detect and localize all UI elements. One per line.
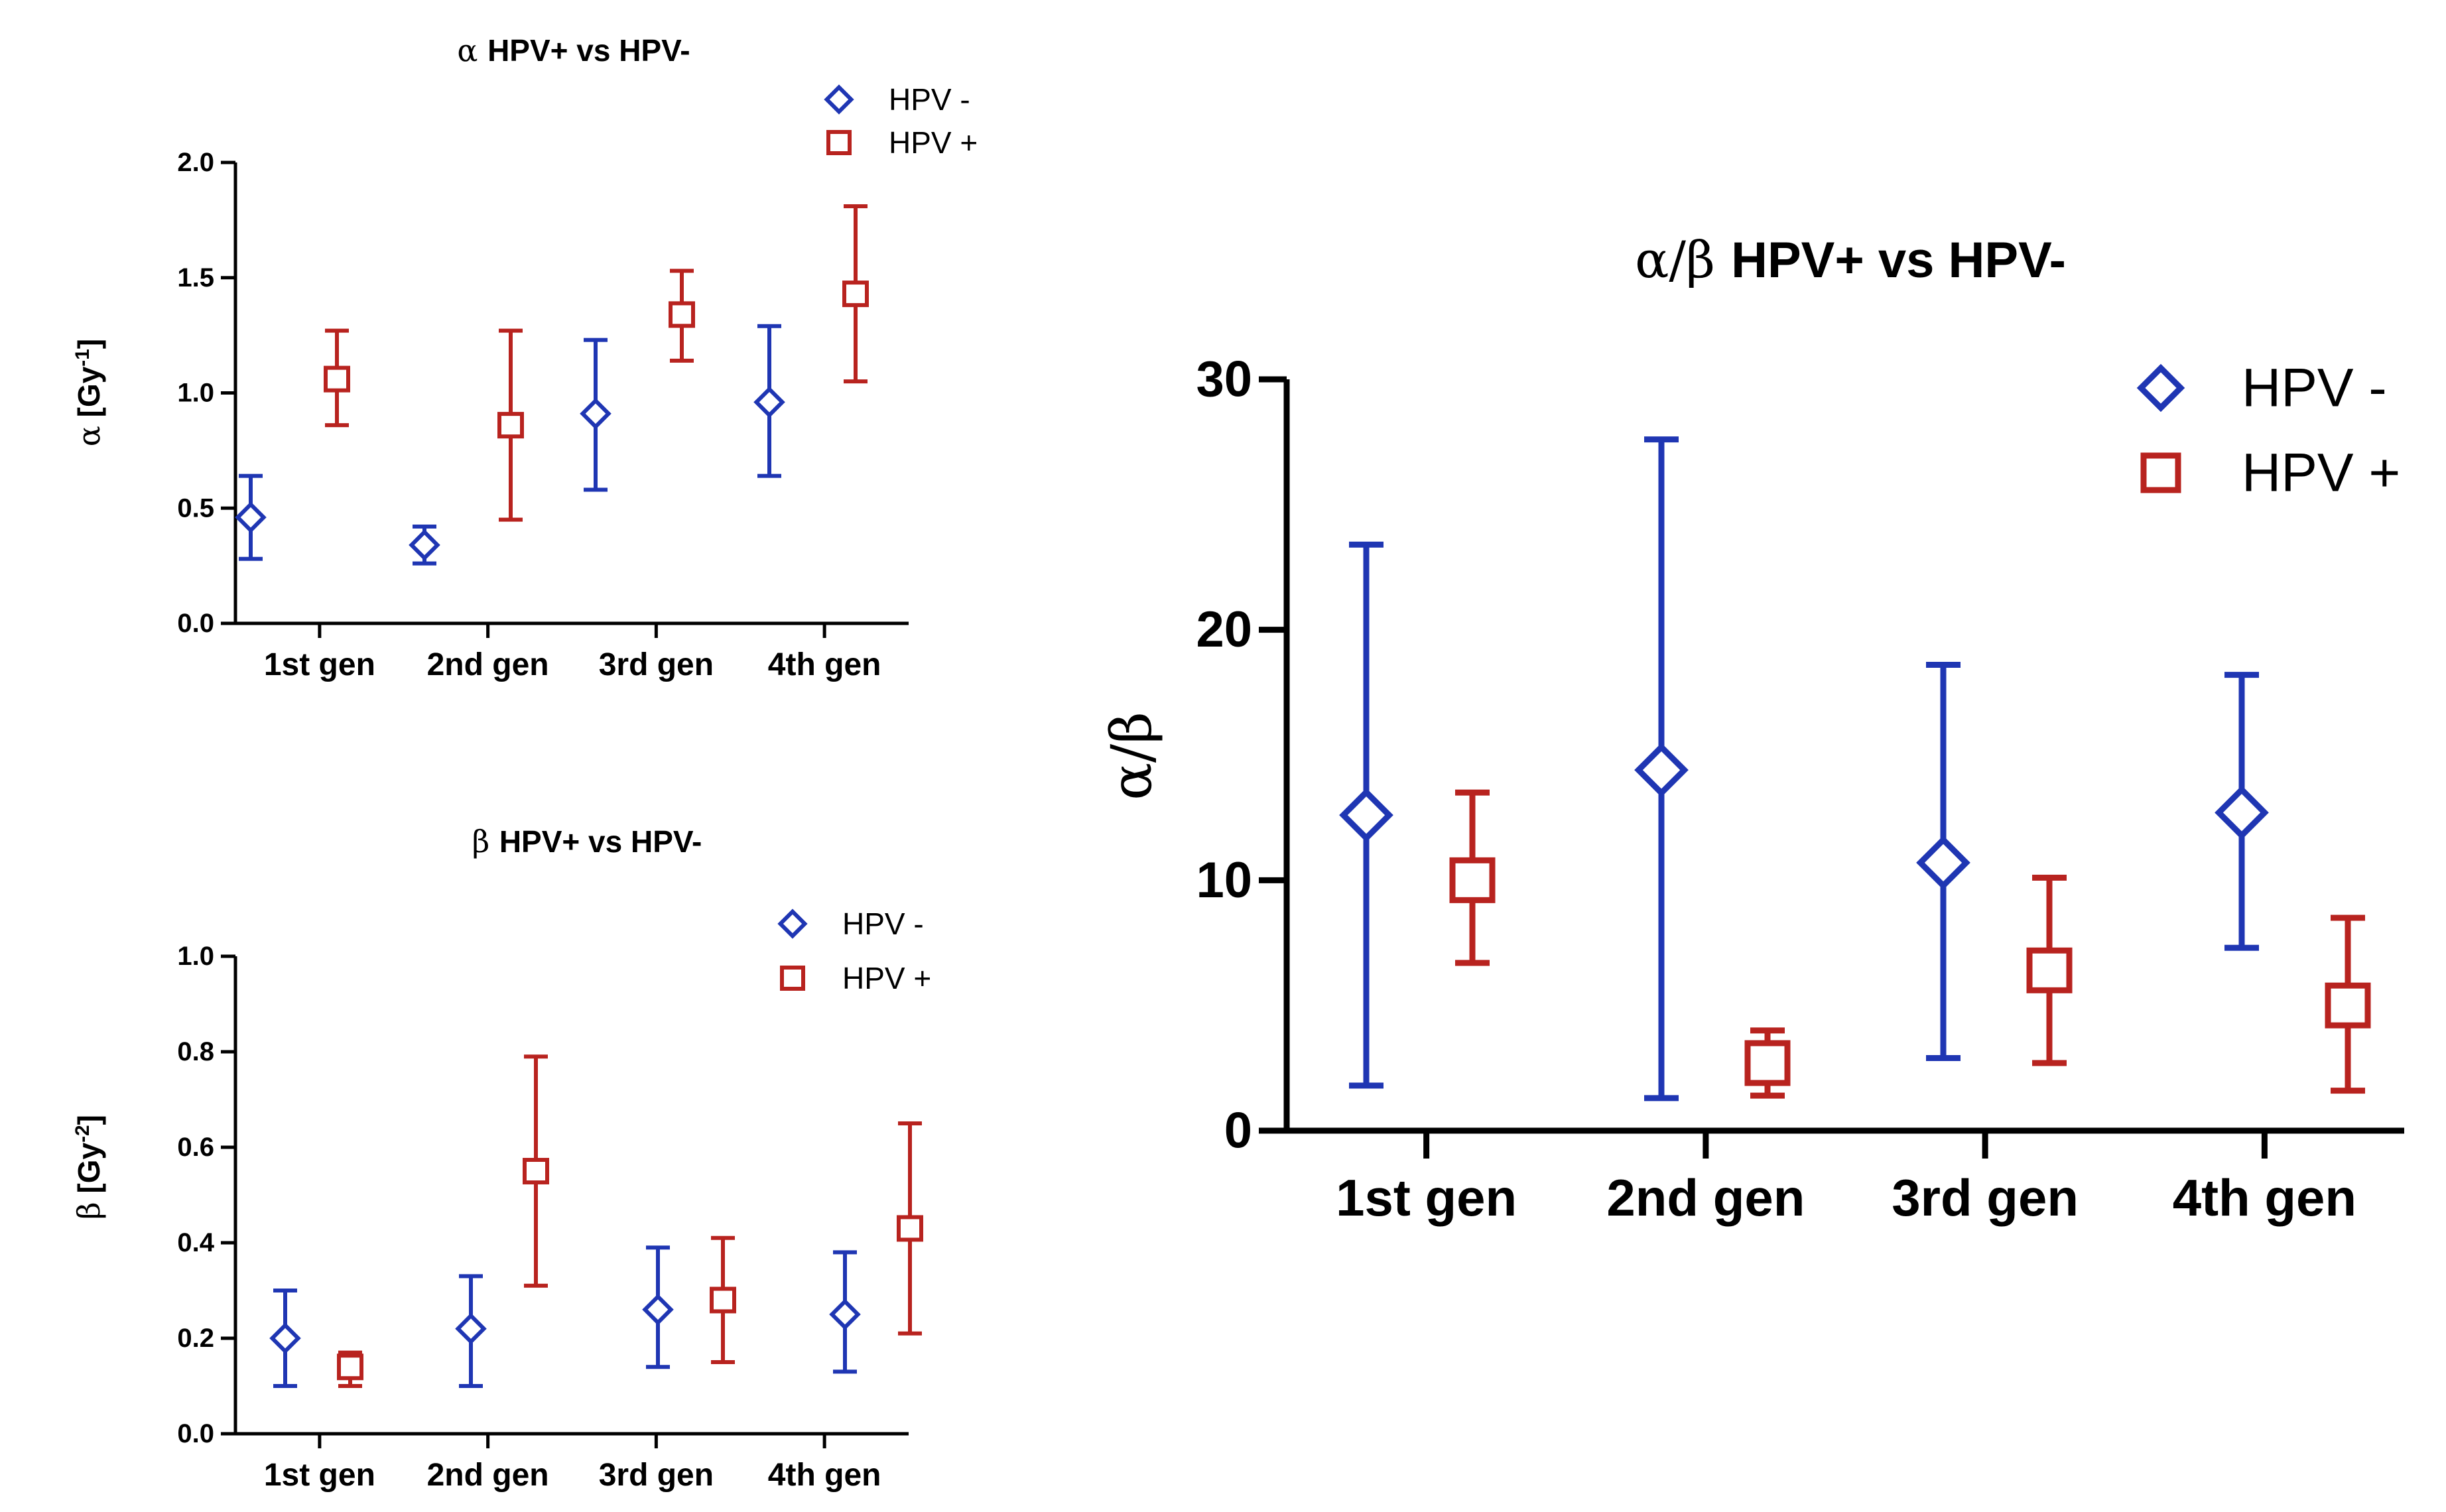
y-tick-label: 0.5 — [177, 493, 214, 523]
hpv-pos-point — [1449, 857, 1496, 903]
hpv-neg-point — [1916, 836, 1970, 890]
y-tick-label: 0.8 — [177, 1037, 214, 1066]
y-axis-label: α/β — [1099, 712, 1164, 800]
y-axis-label-unit: [Gy — [72, 366, 106, 426]
legend-hpv-pos-label: HPV + — [2242, 443, 2400, 503]
hpv-neg-point — [753, 386, 785, 418]
legend-hpv-pos-marker — [826, 130, 852, 155]
legend-hpv-neg-marker — [824, 84, 854, 115]
x-category-label: 2nd gen — [427, 1458, 549, 1493]
chart-title: β HPV+ vs HPV- — [472, 824, 702, 859]
hpv-pos-point — [497, 412, 524, 439]
y-axis-label-close: ] — [72, 339, 106, 349]
hpv-pos-point — [897, 1215, 923, 1242]
chart-title-text: HPV+ vs HPV- — [1731, 232, 2066, 288]
hpv-neg-point — [269, 1322, 301, 1354]
y-tick-label: 0.6 — [177, 1133, 214, 1162]
legend-hpv-neg-label: HPV - — [889, 82, 970, 117]
hpv-pos-point — [2325, 982, 2371, 1029]
legend-hpv-neg-marker — [2136, 363, 2185, 412]
legend-hpv-pos-marker — [2140, 452, 2181, 493]
x-category-label: 4th gen — [2173, 1168, 2356, 1227]
hpv-neg-point — [829, 1298, 861, 1330]
y-tick-label: 0.0 — [177, 1419, 214, 1448]
chart-title-greek: α/β — [1635, 230, 1731, 289]
chart-title: α/β HPV+ vs HPV- — [1635, 230, 2066, 289]
x-category-label: 2nd gen — [427, 647, 549, 682]
x-category-label: 1st gen — [1336, 1168, 1517, 1227]
hpv-pos-point — [324, 365, 350, 393]
legend-hpv-pos-marker — [780, 966, 805, 991]
hpv-neg-point — [1339, 788, 1393, 843]
chart-title: α HPV+ vs HPV- — [457, 32, 690, 68]
legend-hpv-pos-label: HPV + — [889, 125, 978, 160]
y-tick-label: 1.5 — [177, 263, 214, 292]
hpv-neg-point — [235, 501, 267, 533]
legend-hpv-neg-label: HPV - — [842, 907, 924, 941]
y-axis-label-superscript: -2 — [72, 1125, 94, 1143]
hpv-neg-point — [580, 397, 612, 430]
y-tick-label: 2.0 — [177, 148, 214, 177]
y-tick-label: 1.0 — [177, 942, 214, 971]
hpv-neg-point — [1634, 743, 1689, 798]
y-tick-label: 10 — [1196, 852, 1252, 909]
legend-hpv-neg-label: HPV - — [2242, 358, 2387, 418]
chart-title-greek: α — [457, 32, 487, 68]
y-axis-label-greek: α/β — [1099, 712, 1164, 800]
y-axis-label-unit: [Gy — [72, 1143, 106, 1202]
chart-title-text: HPV+ vs HPV- — [487, 33, 690, 68]
y-tick-label: 30 — [1196, 351, 1252, 408]
hpv-pos-point — [1744, 1040, 1791, 1086]
y-axis-label: α [Gy-1] — [71, 339, 107, 446]
x-category-label: 4th gen — [768, 647, 881, 682]
hpv-pos-point — [842, 281, 869, 308]
legend-hpv-neg-marker — [777, 909, 808, 939]
hpv-neg-point — [455, 1312, 487, 1345]
y-tick-label: 20 — [1196, 601, 1252, 658]
chart-title-text: HPV+ vs HPV- — [499, 824, 702, 859]
hpv-pos-point — [2026, 947, 2073, 993]
x-category-label: 1st gen — [264, 647, 375, 682]
y-axis-label-greek: α — [71, 426, 107, 446]
x-category-label: 3rd gen — [599, 647, 714, 682]
x-category-label: 3rd gen — [1892, 1168, 2079, 1227]
y-axis-label-superscript: -1 — [72, 349, 94, 367]
hpv-pos-point — [337, 1354, 363, 1381]
hpv-neg-point — [2215, 785, 2269, 840]
hpv-pos-point — [710, 1287, 736, 1314]
y-tick-label: 1.0 — [177, 379, 214, 408]
x-category-label: 4th gen — [768, 1458, 881, 1493]
y-tick-label: 0 — [1224, 1103, 1252, 1159]
x-category-label: 2nd gen — [1606, 1168, 1805, 1227]
alpha-chart: 0.0 0.5 1.0 1.5 2.0 1st gen 2nd gen 3rd gen 4th … — [71, 32, 978, 682]
hpv-neg-point — [642, 1294, 674, 1326]
y-tick-label: 0.4 — [177, 1228, 214, 1257]
hpv-pos-point — [669, 301, 695, 328]
hpv-neg-point — [409, 529, 440, 561]
x-category-label: 3rd gen — [599, 1458, 714, 1493]
x-category-label: 1st gen — [264, 1458, 375, 1493]
y-axis-label-close: ] — [72, 1115, 106, 1125]
y-axis-label: β [Gy-2] — [71, 1115, 107, 1220]
legend-hpv-pos-label: HPV + — [842, 961, 931, 995]
y-tick-label: 0.2 — [177, 1324, 214, 1353]
y-tick-label: 0.0 — [177, 609, 214, 638]
hpv-pos-point — [523, 1158, 549, 1184]
beta-chart: 0.0 0.2 0.4 0.6 0.8 1.0 1st gen 2nd gen 3rd gen 4… — [71, 824, 931, 1493]
y-axis-label-greek: β — [71, 1202, 107, 1220]
alpha-beta-ratio-chart: 0 10 20 30 1st gen 2nd gen 3rd gen 4th gen α/β H… — [1099, 230, 2404, 1227]
chart-title-greek: β — [472, 824, 499, 859]
